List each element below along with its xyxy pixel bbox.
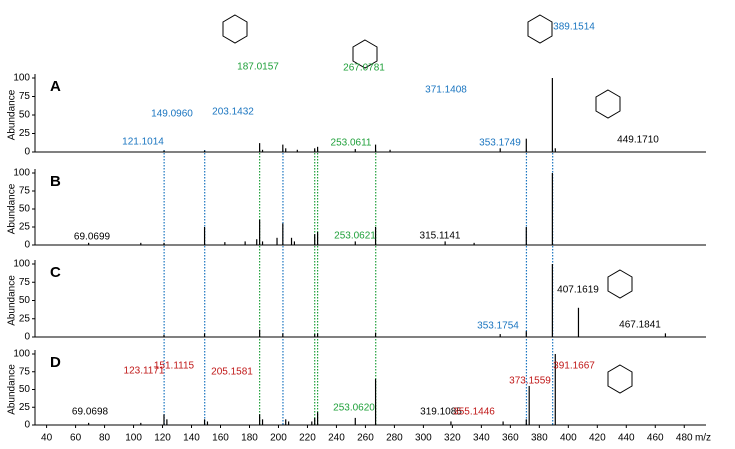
peak-annotation: 389.1514 [553, 22, 595, 33]
peak-annotation: 69.0699 [74, 232, 111, 243]
y-tick-label: 25 [19, 313, 31, 324]
y-axis-label: Abundance [7, 275, 18, 326]
ring [607, 364, 633, 394]
y-tick-label: 50 [19, 110, 31, 121]
x-tick-label: 460 [647, 433, 664, 444]
x-tick-label: 280 [386, 433, 403, 444]
x-tick-label: 300 [415, 433, 432, 444]
peak-annotation: 69.0698 [72, 407, 109, 418]
peak-annotation: 315.1141 [420, 231, 461, 242]
x-tick-label: 100 [125, 433, 142, 444]
ring [607, 269, 633, 299]
y-tick-label: 75 [19, 91, 31, 102]
x-tick-label: 380 [531, 433, 548, 444]
peak-annotation: 187.0157 [237, 62, 279, 73]
x-tick-label: 140 [183, 433, 200, 444]
structures [222, 14, 633, 394]
x-tick-label: 360 [502, 433, 519, 444]
y-tick-label: 50 [19, 295, 31, 306]
y-axis-label: Abundance [7, 183, 18, 234]
y-axis-label: Abundance [7, 364, 18, 415]
y-tick-label: 0 [24, 240, 30, 251]
peak-annotation: 391.1667 [553, 361, 595, 372]
y-tick-label: 75 [19, 366, 31, 377]
x-tick-label: 200 [270, 433, 287, 444]
x-tick-label: 160 [212, 433, 229, 444]
x-tick-label: 240 [328, 433, 345, 444]
peak-annotation: 319.1085 [420, 407, 462, 418]
ring [222, 14, 248, 44]
peak-annotation: 373.1559 [509, 376, 551, 387]
y-tick-label: 100 [13, 259, 30, 270]
x-tick-label: 40 [41, 433, 53, 444]
y-tick-label: 25 [19, 402, 31, 413]
y-tick-label: 50 [19, 384, 31, 395]
peak-annotation: 353.1749 [479, 138, 521, 149]
y-tick-label: 75 [19, 186, 31, 197]
x-tick-label: 420 [589, 433, 606, 444]
peak-annotation: 123.1171 [124, 366, 165, 377]
x-tick-label: 220 [299, 433, 316, 444]
x-tick-label: 480 [676, 433, 693, 444]
peak-annotation: 449.1710 [617, 135, 659, 146]
peak-annotation: 253.0621 [334, 231, 376, 242]
x-tick-label: 260 [357, 433, 374, 444]
y-tick-label: 0 [24, 420, 30, 431]
panel-label: B [50, 173, 61, 190]
peak-annotation: 353.1754 [477, 321, 519, 332]
y-tick-label: 25 [19, 128, 31, 139]
ring [527, 14, 553, 44]
y-tick-label: 0 [24, 147, 30, 158]
x-tick-label: 120 [154, 433, 171, 444]
peak-annotation: 205.1581 [211, 367, 253, 378]
peak-annotation: 267.0781 [343, 63, 385, 74]
x-tick-label: 400 [560, 433, 577, 444]
peak-annotation: 149.0960 [151, 109, 193, 120]
peak-annotation: 253.0620 [333, 403, 375, 414]
y-tick-label: 100 [13, 349, 30, 360]
peak-annotation: 467.1841 [619, 320, 661, 331]
panel-label: C [50, 264, 61, 281]
x-tick-label: 440 [618, 433, 635, 444]
peak-annotation: 355.1446 [453, 407, 495, 418]
peak-annotation: 151.1115 [154, 361, 195, 372]
y-tick-label: 0 [24, 332, 30, 343]
y-tick-label: 50 [19, 204, 31, 215]
y-tick-label: 75 [19, 277, 31, 288]
ring [352, 39, 378, 69]
x-axis-label: m/z [695, 433, 711, 444]
panel-label: A [50, 78, 61, 95]
peak-annotation: 371.1408 [425, 85, 467, 96]
x-tick-label: 80 [99, 433, 111, 444]
x-tick-label: 320 [444, 433, 461, 444]
peak-annotation: 121.1014 [122, 137, 164, 148]
ring [595, 89, 621, 119]
x-tick-label: 180 [241, 433, 258, 444]
x-tick-label: 60 [70, 433, 82, 444]
peak-annotation: 253.0611 [331, 138, 372, 149]
y-tick-label: 25 [19, 222, 31, 233]
y-tick-label: 100 [13, 73, 30, 84]
peak-annotation: 407.1619 [557, 285, 599, 296]
x-tick-label: 340 [473, 433, 490, 444]
y-axis-label: Abundance [7, 89, 18, 140]
panel-label: D [50, 354, 61, 371]
y-tick-label: 100 [13, 168, 30, 179]
peak-annotation: 203.1432 [212, 107, 254, 118]
